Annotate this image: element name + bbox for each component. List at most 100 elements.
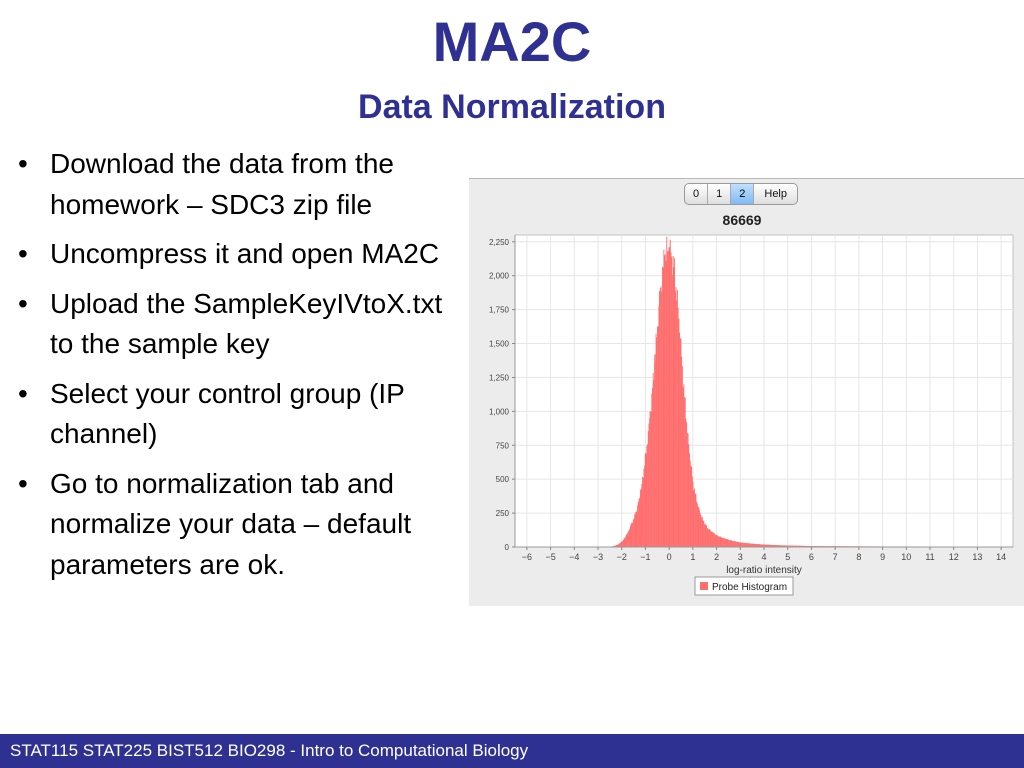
histogram-bar: [760, 544, 762, 547]
histogram-sample-bar: [616, 544, 618, 547]
histogram-bar: [801, 545, 803, 547]
histogram-bar: [783, 545, 785, 547]
histogram-bar: [632, 522, 634, 547]
histogram-sample-bar: [640, 490, 642, 547]
histogram-bar: [790, 545, 791, 547]
histogram-bar: [675, 286, 677, 547]
histogram-bar: [736, 541, 737, 547]
histogram-bar: [666, 236, 668, 547]
histogram-bar: [703, 521, 705, 547]
slide-subtitle: Data Normalization: [358, 88, 666, 126]
histogram-bar: [750, 543, 752, 547]
histogram-bar: [648, 423, 650, 547]
histogram-bar: [754, 544, 756, 547]
histogram-sample-bar: [625, 534, 628, 547]
histogram-bar: [630, 526, 631, 547]
histogram-bar: [715, 534, 717, 547]
histogram-bar: [693, 490, 695, 547]
histogram-bar: [686, 432, 688, 547]
histogram-bar: [785, 545, 787, 547]
histogram-bar: [684, 397, 686, 547]
histogram-sample-bar: [798, 545, 801, 547]
histogram-bar: [775, 545, 777, 547]
histogram-bar: [645, 453, 647, 547]
histogram-bar: [646, 446, 648, 547]
histogram-bar: [627, 531, 629, 547]
histogram-bar: [755, 543, 757, 547]
histogram-bar: [745, 542, 747, 547]
histogram-bar: [717, 536, 719, 547]
histogram-bar: [684, 397, 685, 547]
histogram-bar: [753, 543, 755, 547]
histogram-bar: [652, 373, 654, 547]
histogram-bar: [619, 543, 621, 547]
y-tick-label: 250: [496, 509, 510, 518]
histogram-bar: [689, 460, 691, 547]
histogram-bar: [636, 511, 638, 547]
histogram-bar: [613, 545, 615, 547]
histogram-bar: [746, 543, 748, 547]
histogram-bar: [672, 256, 674, 547]
view-tab-bar: 0 1 2 Help: [684, 183, 798, 205]
legend-box: [694, 576, 794, 596]
tab-1[interactable]: 1: [708, 184, 732, 204]
histogram-sample-bar: [654, 354, 656, 547]
histogram-bar: [718, 536, 720, 547]
y-tick-label: 1,000: [489, 407, 510, 416]
histogram-bar: [762, 544, 764, 547]
histogram-bar: [695, 494, 697, 547]
histogram-bar: [773, 544, 775, 547]
tab-help[interactable]: Help: [764, 188, 787, 200]
histogram-bar: [628, 530, 630, 547]
histogram-bar: [766, 544, 768, 547]
histogram-sample-bar: [758, 544, 760, 547]
histogram-bar: [651, 393, 653, 547]
histogram-bar: [615, 545, 616, 547]
histogram-bar: [737, 541, 739, 547]
x-tick-label: 9: [880, 552, 885, 562]
histogram-bar: [650, 411, 652, 547]
histogram-sample-bar: [682, 388, 684, 547]
y-tick-label: 1,750: [489, 306, 510, 315]
tab-2[interactable]: 2: [731, 184, 755, 204]
histogram-bar: [763, 544, 765, 547]
x-tick-label: 4: [761, 552, 766, 562]
histogram-bar: [729, 540, 731, 547]
histogram-bar: [776, 545, 778, 547]
histogram-bar: [681, 356, 683, 547]
histogram-bar: [657, 326, 658, 547]
histogram-bar: [686, 422, 688, 547]
histogram-bar: [679, 338, 681, 547]
histogram-bar: [796, 545, 798, 547]
histogram-bar: [642, 476, 644, 547]
x-tick-label: 8: [856, 552, 861, 562]
histogram-bar: [770, 544, 772, 547]
histogram-bar: [748, 543, 750, 547]
histogram-bar: [655, 333, 657, 547]
histogram-bar: [802, 545, 804, 547]
histogram-bar: [743, 543, 745, 547]
histogram-bar: [805, 545, 807, 547]
histogram-bar: [664, 254, 666, 547]
y-tick-label: 1,250: [489, 373, 510, 382]
x-tick-label: −2: [617, 552, 627, 562]
histogram-bar: [716, 535, 718, 547]
histogram-bar: [793, 545, 795, 547]
tab-0[interactable]: 0: [685, 184, 709, 204]
bullet-text: Download the data from the homework – SD…: [50, 148, 394, 220]
histogram-bar: [804, 545, 806, 547]
x-tick-label: −3: [593, 552, 603, 562]
histogram-bar: [763, 544, 764, 547]
histogram-bar: [623, 538, 625, 547]
histogram-bar: [707, 528, 709, 547]
histogram-bar: [674, 258, 676, 547]
histogram-bar: [629, 528, 631, 547]
histogram-bar: [713, 533, 715, 547]
histogram-bar: [691, 466, 693, 547]
histogram-bar: [659, 287, 661, 547]
histogram-bar: [642, 477, 644, 547]
bullet-list: • Download the data from the homework – S…: [14, 144, 454, 594]
histogram-bar: [800, 545, 801, 547]
histogram-bar: [699, 509, 700, 547]
histogram-bar: [782, 545, 784, 547]
